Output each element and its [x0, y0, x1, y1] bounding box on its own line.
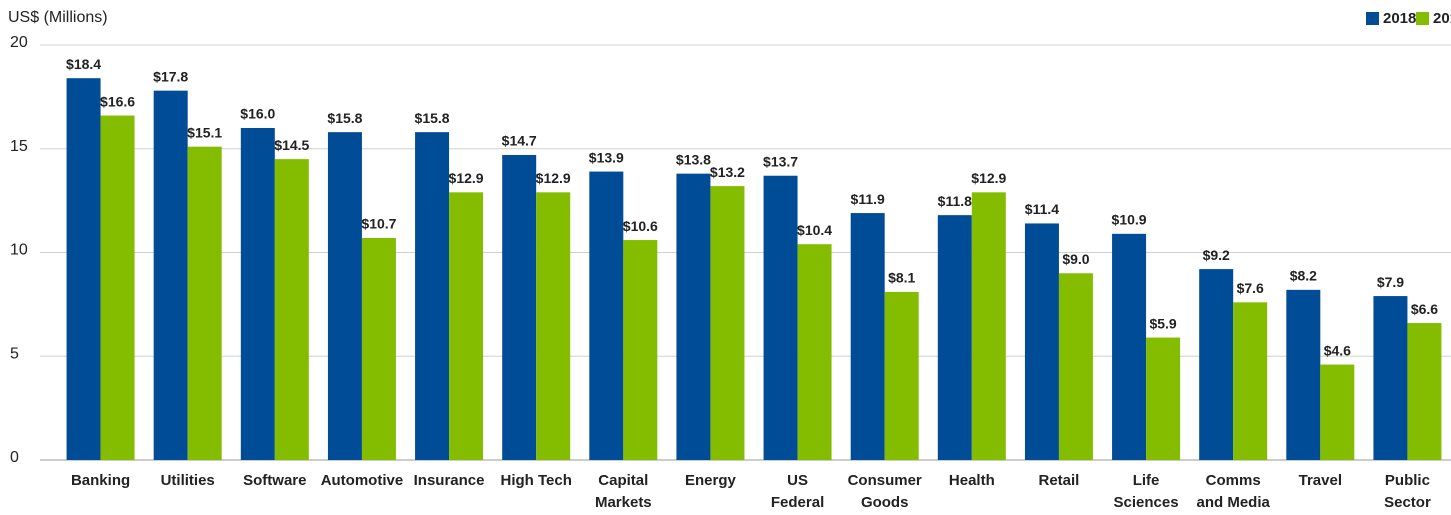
bar: [763, 175, 798, 460]
data-label: $4.6: [1324, 342, 1351, 358]
x-tick-label: Consumer Goods: [847, 472, 922, 511]
bar: [153, 90, 188, 461]
data-label: $10.7: [361, 216, 396, 232]
legend-swatch: [1416, 12, 1429, 25]
bar: [589, 171, 624, 460]
data-label: $8.1: [888, 270, 915, 286]
data-label: $9.2: [1203, 247, 1230, 263]
bar: [327, 132, 362, 460]
x-tick-label: High Tech: [500, 472, 572, 489]
legend-swatch: [1366, 12, 1379, 25]
x-tick-label: Health: [948, 472, 995, 489]
bar: [884, 291, 919, 460]
data-label: $13.2: [710, 164, 745, 180]
x-tick-label: Life Sciences: [1113, 472, 1179, 511]
data-label: $15.1: [187, 124, 222, 140]
bar: [937, 215, 972, 460]
x-tick-label: Public Sector: [1384, 472, 1431, 511]
bar: [1146, 337, 1181, 460]
y-axis-label: US$ (Millions): [8, 9, 108, 26]
x-tick-label: Software: [243, 472, 307, 489]
x-tick-label: Retail: [1038, 472, 1080, 489]
data-label: $16.0: [240, 106, 275, 122]
x-tick-label: Travel: [1298, 472, 1342, 489]
data-label: $11.9: [851, 191, 885, 207]
data-label: $13.8: [676, 151, 711, 167]
bar: [850, 213, 885, 460]
data-label: $7.6: [1237, 280, 1264, 296]
bar: [971, 192, 1006, 460]
y-tick-label: 20: [10, 34, 28, 51]
x-tick-label: Comms and Media: [1196, 472, 1270, 511]
bar: [1233, 302, 1268, 460]
data-label: $11.4: [1025, 201, 1059, 217]
data-label: $16.6: [100, 93, 135, 109]
x-tick-label: US Federal: [770, 472, 825, 511]
y-tick-label: 0: [10, 449, 19, 466]
bar: [710, 186, 745, 460]
bar: [536, 192, 571, 460]
bar: [797, 244, 832, 460]
data-label: $11.8: [938, 193, 972, 209]
bar: [187, 146, 222, 461]
x-tick-label: Automotive: [320, 472, 404, 489]
data-label: $9.0: [1062, 251, 1089, 267]
bar: [623, 240, 658, 460]
data-label: $14.5: [274, 137, 309, 153]
bar: [1058, 273, 1093, 460]
data-label: $12.9: [449, 170, 484, 186]
data-label: $13.7: [763, 153, 798, 169]
x-tick-label: Utilities: [160, 472, 215, 489]
bar: [415, 132, 450, 460]
data-label: $10.6: [623, 218, 658, 234]
bar: [1112, 233, 1147, 460]
bar: [502, 154, 537, 460]
legend-label: 2017: [1433, 10, 1451, 27]
bar: [240, 128, 275, 460]
bar: [1373, 296, 1408, 460]
bar: [100, 115, 135, 461]
legend-label: 2018: [1383, 10, 1416, 27]
data-label: $5.9: [1149, 315, 1176, 331]
bar: [361, 237, 396, 460]
data-label: $7.9: [1377, 274, 1404, 290]
data-label: $10.9: [1112, 212, 1147, 228]
data-label: $6.6: [1411, 301, 1438, 317]
x-tick-label: Energy: [685, 472, 736, 489]
bar: [1320, 364, 1355, 460]
data-label: $12.9: [971, 170, 1006, 186]
x-tick-label: Insurance: [413, 472, 485, 489]
bar: [449, 192, 484, 460]
data-label: $15.8: [415, 110, 450, 126]
data-label: $12.9: [536, 170, 571, 186]
data-label: $10.4: [797, 222, 832, 238]
data-label: $8.2: [1290, 268, 1317, 284]
bar: [1286, 289, 1321, 460]
bar: [1407, 323, 1442, 460]
bar: [1199, 269, 1234, 460]
y-tick-label: 5: [10, 345, 19, 362]
data-label: $14.7: [502, 133, 537, 149]
y-tick-label: 10: [10, 242, 28, 259]
bar: [66, 78, 101, 460]
bar: [1024, 223, 1059, 460]
data-label: $18.4: [66, 56, 101, 72]
data-label: $15.8: [327, 110, 362, 126]
y-tick-label: 15: [10, 138, 28, 155]
x-tick-label: Banking: [70, 472, 131, 489]
x-tick-label: Capital Markets: [594, 472, 652, 511]
bar: [676, 173, 711, 460]
bar: [274, 159, 309, 460]
data-label: $17.8: [153, 68, 188, 84]
data-label: $13.9: [589, 149, 624, 165]
